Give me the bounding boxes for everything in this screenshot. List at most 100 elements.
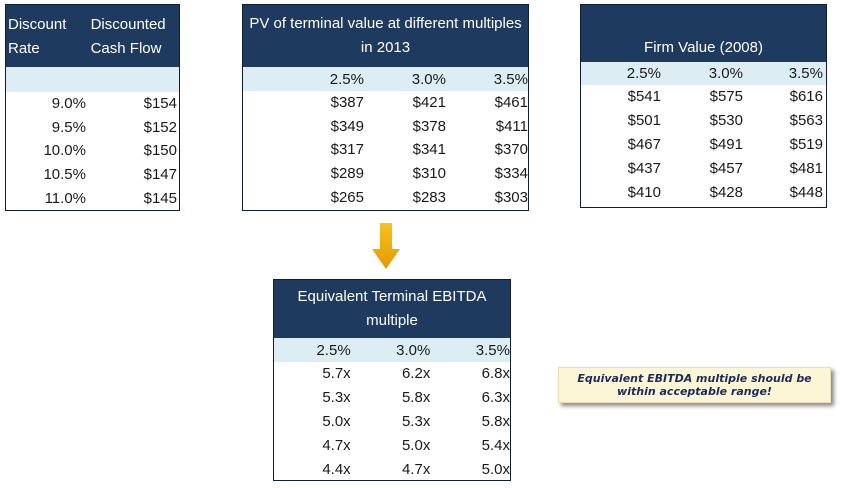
table-cell: 5.4x: [481, 436, 510, 454]
discounted-cash-flow-cell: $152: [143, 118, 177, 136]
table-cell: $341: [412, 141, 446, 159]
discount-table-body: 9.0% $154 9.5% $152 10.0% $150 10.5% $147 11.0% $…: [6, 92, 179, 210]
firm-value-table: Firm Value (2008) 2.5% 3.0% 3.5% $541 $575 $…: [580, 4, 827, 208]
table-row: $501 $530 $563: [581, 109, 826, 133]
discount-rate-cell: 9.0%: [51, 95, 86, 113]
table-row: 5.7x 6.2x 6.8x: [274, 362, 510, 386]
table-cell: $310: [412, 165, 446, 183]
column-header: 2.5%: [626, 65, 661, 82]
table-cell: $467: [627, 135, 661, 153]
column-header: 3.5%: [788, 65, 823, 82]
table-cell: $349: [330, 117, 364, 135]
table-cell: $411: [495, 117, 528, 135]
discount-rate-cell: 11.0%: [44, 189, 86, 207]
table-cell: $461: [494, 94, 528, 112]
table-cell: $457: [709, 159, 743, 177]
pv-table-body: $387 $421 $461 $349 $378 $411 $317 $341 $370 $289…: [243, 91, 528, 209]
table-cell: 5.3x: [401, 412, 431, 430]
table-cell: $317: [330, 141, 364, 159]
discount-rate-table: Discount Rate Discounted Cash Flow 9.0% $…: [5, 4, 180, 211]
table-cell: 6.3x: [481, 389, 510, 407]
table-row: 10.5% $147: [6, 163, 179, 187]
discount-rate-cell: 9.5%: [51, 118, 86, 136]
column-header: 2.5%: [329, 70, 364, 88]
table-cell: $491: [709, 135, 743, 153]
table-cell: $334: [494, 165, 528, 183]
column-header: 3.5%: [475, 341, 510, 359]
discounted-cash-flow-header: Discounted Cash Flow: [90, 16, 166, 57]
table-row: 11.0% $145: [6, 186, 179, 210]
table-row: $349 $378 $411: [243, 115, 528, 139]
table-cell: 5.7x: [322, 365, 351, 383]
table-cell: 6.2x: [401, 365, 431, 383]
table-cell: $387: [330, 94, 364, 112]
table-cell: $563: [789, 112, 823, 130]
ebitda-column-headers: 2.5% 3.0% 3.5%: [274, 338, 510, 362]
table-row: $265 $283 $303: [243, 185, 528, 209]
table-cell: $519: [789, 135, 823, 153]
table-cell: $378: [412, 117, 446, 135]
table-cell: $530: [709, 112, 743, 130]
table-cell: $437: [627, 159, 661, 177]
table-row: 4.7x 5.0x 5.4x: [274, 433, 510, 457]
table-cell: $448: [789, 183, 823, 201]
column-header: 3.0%: [708, 65, 743, 82]
table-cell: 5.8x: [481, 412, 510, 430]
column-header: 2.5%: [316, 341, 351, 359]
table-row: $467 $491 $519: [581, 133, 826, 157]
discount-rate-cell: 10.0%: [43, 142, 86, 160]
table-row: 9.5% $152: [6, 116, 179, 140]
table-cell: $303: [494, 188, 528, 206]
down-arrow-icon: [372, 223, 400, 269]
table-row: 9.0% $154: [6, 92, 179, 116]
ebitda-table-title: Equivalent Terminal EBITDA multiple: [274, 280, 510, 338]
discounted-cash-flow-cell: $145: [143, 189, 177, 207]
table-cell: $616: [789, 88, 823, 106]
firm-value-body: $541 $575 $616 $501 $530 $563 $467 $491 $519 $437…: [581, 85, 826, 204]
table-cell: $265: [330, 188, 364, 206]
table-cell: $410: [627, 183, 661, 201]
table-row: 4.4x 4.7x 5.0x: [274, 457, 510, 481]
table-row: 10.0% $150: [6, 139, 179, 163]
table-cell: $481: [789, 159, 823, 177]
discounted-cash-flow-cell: $150: [143, 142, 177, 160]
column-header: 3.5%: [493, 70, 528, 88]
table-cell: $283: [412, 188, 446, 206]
discounted-cash-flow-cell: $154: [143, 95, 177, 113]
discount-rate-header: Discount Rate: [8, 16, 67, 57]
pv-terminal-value-table: PV of terminal value at different multip…: [242, 4, 529, 211]
table-cell: 6.8x: [481, 365, 510, 383]
table-row: $289 $310 $334: [243, 162, 528, 186]
table-row: $387 $421 $461: [243, 91, 528, 115]
column-header: 3.0%: [411, 70, 446, 88]
pv-table-title: PV of terminal value at different multip…: [243, 5, 528, 67]
table-row: 5.3x 5.8x 6.3x: [274, 386, 510, 410]
table-cell: 5.8x: [401, 389, 431, 407]
table-cell: $421: [412, 94, 446, 112]
column-header: 3.0%: [396, 341, 431, 359]
table-row: $410 $428 $448: [581, 180, 826, 204]
table-cell: $289: [330, 165, 364, 183]
table-row: $541 $575 $616: [581, 85, 826, 109]
firm-value-title: Firm Value (2008): [581, 5, 826, 62]
table-row: $437 $457 $481: [581, 156, 826, 180]
table-cell: $541: [627, 88, 661, 106]
table-cell: 5.0x: [401, 436, 431, 454]
acceptable-range-note: Equivalent EBITDA multiple should be wit…: [558, 367, 831, 403]
table-cell: 4.4x: [322, 460, 351, 478]
table-cell: 4.7x: [322, 436, 351, 454]
table-cell: $575: [709, 88, 743, 106]
table-row: 5.0x 5.3x 5.8x: [274, 410, 510, 434]
discount-table-subheader: [6, 67, 179, 92]
table-cell: $428: [709, 183, 743, 201]
discounted-cash-flow-cell: $147: [143, 166, 177, 184]
table-cell: 5.0x: [481, 460, 510, 478]
table-cell: 4.7x: [401, 460, 431, 478]
table-row: $317 $341 $370: [243, 138, 528, 162]
discount-rate-cell: 10.5%: [43, 166, 86, 184]
table-cell: $501: [627, 112, 661, 130]
ebitda-multiple-table: Equivalent Terminal EBITDA multiple 2.5%…: [273, 279, 511, 481]
firm-value-column-headers: 2.5% 3.0% 3.5%: [581, 62, 826, 85]
discount-table-header: Discount Rate Discounted Cash Flow: [6, 5, 179, 67]
table-cell: $370: [494, 141, 528, 159]
